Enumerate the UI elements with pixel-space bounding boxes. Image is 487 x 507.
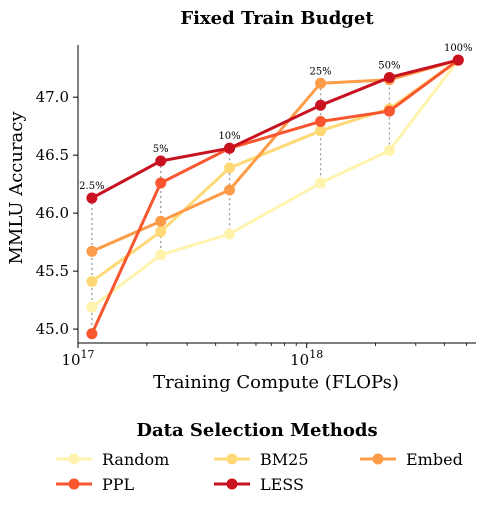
x-tick-label: 1017 xyxy=(61,348,94,369)
data-point-bm25 xyxy=(315,125,327,137)
data-point-ppl xyxy=(155,177,167,189)
data-point-random xyxy=(383,145,395,157)
data-point-less xyxy=(383,71,395,83)
legend-title: Data Selection Methods xyxy=(136,420,377,441)
legend-marker-ppl xyxy=(68,478,80,490)
legend-marker-bm25 xyxy=(226,453,238,465)
data-point-less xyxy=(452,54,464,66)
y-tick-label: 45.0 xyxy=(36,320,69,338)
data-point-random xyxy=(224,228,236,240)
data-point-bm25 xyxy=(86,276,98,288)
x-tick-label: 1018 xyxy=(290,348,323,369)
y-tick-label: 46.5 xyxy=(36,146,69,164)
series-line-bm25 xyxy=(90,58,460,283)
y-tick-label: 45.5 xyxy=(36,262,69,280)
data-point-bm25 xyxy=(224,162,236,174)
budget-annotation: 2.5% xyxy=(79,181,104,192)
data-point-bm25 xyxy=(155,226,167,238)
legend-marker-less xyxy=(226,478,238,490)
data-point-embed xyxy=(155,215,167,227)
budget-annotation: 10% xyxy=(218,131,240,142)
budget-annotation: 5% xyxy=(153,144,169,155)
y-axis-label: MMLU Accuracy xyxy=(6,111,27,265)
series-line-ppl xyxy=(90,58,460,336)
data-point-ppl xyxy=(86,328,98,340)
legend-marker-embed xyxy=(372,453,384,465)
y-tick-label: 46.0 xyxy=(36,204,69,222)
data-point-embed xyxy=(86,245,98,257)
budget-annotation: 100% xyxy=(444,43,473,54)
chart-title: Fixed Train Budget xyxy=(180,8,374,29)
data-point-embed xyxy=(315,77,327,89)
y-tick-label: 47.0 xyxy=(36,88,69,106)
data-point-embed xyxy=(224,184,236,196)
data-point-ppl xyxy=(383,105,395,117)
data-point-less xyxy=(86,192,98,204)
budget-annotation: 50% xyxy=(378,60,400,71)
legend-label-less: LESS xyxy=(260,475,304,494)
legend-label-embed: Embed xyxy=(406,450,463,469)
data-point-less xyxy=(155,155,167,167)
data-point-ppl xyxy=(315,116,327,128)
data-point-less xyxy=(315,99,327,111)
legend-label-bm25: BM25 xyxy=(260,450,309,469)
data-point-less xyxy=(224,142,236,154)
legend-label-random: Random xyxy=(102,450,169,469)
data-point-random xyxy=(315,177,327,189)
data-point-random xyxy=(155,249,167,261)
series-line-less xyxy=(90,58,460,200)
x-axis-label: Training Compute (FLOPs) xyxy=(153,372,399,393)
budget-annotation: 25% xyxy=(309,66,331,77)
legend-label-ppl: PPL xyxy=(102,475,135,494)
legend-marker-random xyxy=(68,453,80,465)
series-line-embed xyxy=(90,58,460,253)
data-point-random xyxy=(86,301,98,313)
series-line-random xyxy=(90,58,460,309)
